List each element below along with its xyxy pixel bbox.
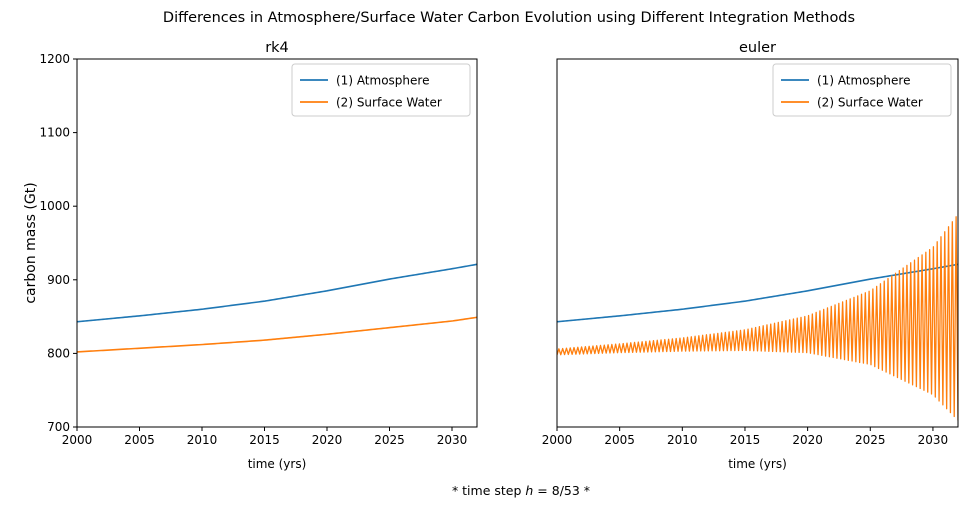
- x-tick-label: 2015: [249, 433, 280, 447]
- euler-axes: euler 2000 2005 2010 2015 2020 2025 2030 time (y…: [542, 40, 959, 471]
- series-line-2: [557, 216, 958, 421]
- figure-suptitle: Differences in Atmosphere/Surface Water …: [163, 10, 855, 26]
- x-tick-label: 2025: [374, 433, 405, 447]
- series-line-1: [77, 263, 477, 323]
- legend-frame: [291, 63, 471, 117]
- y-tick-label: 1200: [39, 52, 70, 66]
- series-line-1: [557, 263, 958, 323]
- legend-label-1: (1) Atmosphere: [817, 74, 910, 88]
- y-tick-label: 1000: [39, 199, 70, 213]
- y-tick-label: 1100: [39, 126, 70, 140]
- x-axis-label: time (yrs): [728, 457, 787, 471]
- y-tick-label: 800: [47, 346, 70, 360]
- y-axis-label: carbon mass (Gt): [23, 182, 39, 303]
- x-tick-label: 2010: [187, 433, 218, 447]
- legend: (1) Atmosphere (2) Surface Water: [772, 63, 952, 117]
- x-tick-label: 2015: [730, 433, 761, 447]
- y-tick-label: 700: [47, 420, 70, 434]
- x-tick-label: 2010: [667, 433, 698, 447]
- legend-label-1: (1) Atmosphere: [336, 74, 429, 88]
- axes-frame: [556, 58, 959, 428]
- axes-frame: [76, 58, 478, 428]
- series-line-2: [77, 316, 477, 353]
- x-tick-label: 2030: [918, 433, 949, 447]
- legend-frame: [772, 63, 952, 117]
- plot-area: [77, 263, 477, 353]
- x-tick-label: 2000: [542, 433, 573, 447]
- x-tick-label: 2020: [792, 433, 823, 447]
- y-tick-label: 900: [47, 273, 70, 287]
- legend-label-2: (2) Surface Water: [336, 96, 442, 110]
- legend-label-2: (2) Surface Water: [817, 96, 923, 110]
- x-tick-label: 2005: [124, 433, 155, 447]
- figure-footnote: * time step h = 8/53 *: [452, 483, 590, 498]
- x-tick-label: 2025: [855, 433, 886, 447]
- rk4-axes: rk4 2000 2005 2010 2015 2020 2025 2030 700 800 900…: [23, 40, 478, 471]
- x-tick-label: 2000: [62, 433, 93, 447]
- plot-area: [557, 216, 958, 421]
- axes-title: rk4: [265, 40, 289, 56]
- x-tick-label: 2030: [437, 433, 468, 447]
- axes-title: euler: [739, 40, 776, 56]
- x-tick-label: 2005: [604, 433, 635, 447]
- x-tick-label: 2020: [312, 433, 343, 447]
- x-axis-label: time (yrs): [248, 457, 307, 471]
- legend: (1) Atmosphere (2) Surface Water: [291, 63, 471, 117]
